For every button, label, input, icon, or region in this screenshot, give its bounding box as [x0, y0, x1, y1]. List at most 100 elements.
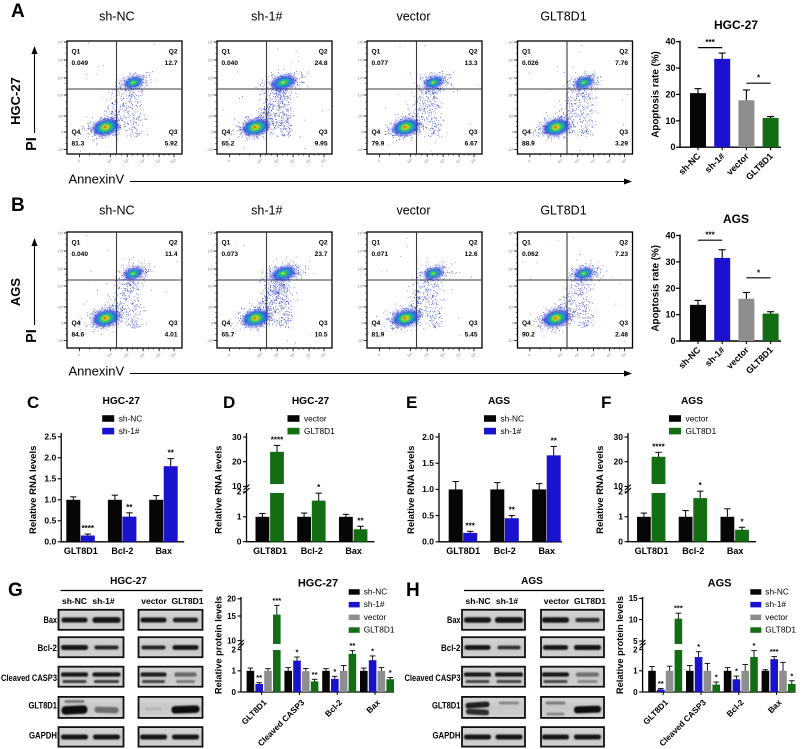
svg-text:vector: vector [141, 596, 167, 606]
svg-text:10⁷: 10⁷ [455, 158, 462, 164]
svg-text:1.0: 1.0 [44, 495, 56, 505]
svg-text:B: B [11, 195, 25, 216]
svg-text:10⁸: 10⁸ [621, 158, 628, 164]
svg-text:sh-NC: sh-NC [765, 587, 789, 597]
svg-text:2.0: 2.0 [44, 453, 56, 463]
svg-text:10⁵: 10⁵ [423, 352, 430, 358]
svg-text:9.95: 9.95 [315, 141, 328, 148]
svg-text:Q1: Q1 [222, 49, 231, 56]
svg-text:Bcl-2: Bcl-2 [111, 546, 133, 556]
svg-text:-10³: -10³ [57, 339, 64, 343]
svg-text:10⁸: 10⁸ [470, 158, 477, 164]
svg-text:84.6: 84.6 [72, 332, 85, 339]
svg-text:*: * [735, 667, 738, 676]
svg-text:Relative protein levels: Relative protein levels [615, 596, 625, 694]
svg-text:0: 0 [227, 159, 231, 163]
svg-text:HGC-27: HGC-27 [8, 77, 23, 125]
svg-text:*: * [296, 648, 299, 657]
svg-text:0.5: 0.5 [422, 510, 434, 520]
svg-text:AGS: AGS [723, 212, 749, 226]
svg-text:40: 40 [665, 37, 675, 47]
svg-text:Q1: Q1 [72, 49, 81, 56]
svg-text:10⁶: 10⁶ [590, 352, 597, 358]
svg-text:4.01: 4.01 [165, 332, 178, 339]
svg-text:HGC-27: HGC-27 [110, 576, 147, 587]
svg-text:10⁷: 10⁷ [208, 41, 214, 45]
svg-text:10⁷: 10⁷ [508, 232, 514, 236]
svg-text:Q4: Q4 [222, 129, 231, 136]
svg-text:40: 40 [665, 231, 675, 241]
svg-text:Bcl-2: Bcl-2 [494, 546, 516, 556]
svg-text:***: *** [705, 231, 715, 240]
svg-text:Bax: Bax [447, 615, 461, 625]
svg-text:2: 2 [237, 487, 242, 497]
svg-text:HGC-27: HGC-27 [714, 18, 758, 32]
svg-text:0: 0 [61, 322, 63, 326]
svg-text:*: * [699, 481, 703, 490]
svg-text:2.0: 2.0 [422, 432, 434, 442]
svg-text:Q2: Q2 [169, 49, 178, 56]
svg-text:Q3: Q3 [319, 320, 328, 327]
svg-text:-10³: -10³ [357, 148, 364, 152]
svg-text:6.67: 6.67 [465, 141, 478, 148]
svg-text:15: 15 [227, 612, 236, 621]
svg-text:*: * [317, 483, 321, 492]
svg-text:13.3: 13.3 [465, 60, 478, 67]
svg-text:Bax: Bax [538, 546, 555, 556]
svg-text:0: 0 [377, 353, 381, 357]
svg-text:10⁵: 10⁵ [574, 158, 581, 164]
svg-text:0: 0 [670, 142, 675, 152]
svg-text:****: **** [82, 524, 95, 533]
svg-text:Bcl-2: Bcl-2 [301, 546, 323, 556]
svg-text:**: ** [551, 436, 558, 445]
svg-text:10⁵: 10⁵ [58, 77, 64, 81]
svg-text:0: 0 [361, 322, 363, 326]
svg-text:10: 10 [232, 481, 242, 491]
svg-text:10⁷: 10⁷ [305, 352, 312, 358]
svg-text:GLT8D1: GLT8D1 [29, 701, 58, 711]
svg-text:Q3: Q3 [469, 129, 478, 136]
svg-text:10⁴: 10⁴ [406, 352, 413, 358]
svg-text:sh-NC: sh-NC [465, 596, 490, 606]
svg-text:HGC-27: HGC-27 [292, 396, 330, 407]
svg-text:Bax: Bax [155, 546, 172, 556]
svg-text:20: 20 [232, 457, 242, 467]
svg-text:10⁴: 10⁴ [557, 352, 564, 358]
svg-text:30: 30 [232, 432, 242, 442]
svg-text:10⁵: 10⁵ [273, 352, 280, 358]
svg-text:**: ** [509, 506, 516, 515]
svg-text:*: * [697, 642, 700, 651]
svg-text:10⁴: 10⁴ [58, 94, 64, 98]
svg-text:**: ** [357, 516, 364, 525]
svg-text:0.062: 0.062 [522, 251, 539, 258]
svg-text:sh-NC: sh-NC [119, 413, 143, 423]
svg-text:***: *** [705, 38, 715, 47]
svg-text:AnnexinV: AnnexinV [69, 172, 125, 187]
svg-text:Q2: Q2 [469, 240, 478, 247]
svg-text:10⁶: 10⁶ [358, 250, 364, 254]
svg-text:10⁴: 10⁴ [106, 352, 113, 358]
svg-text:10⁴: 10⁴ [256, 352, 263, 358]
svg-text:0.026: 0.026 [522, 60, 539, 67]
svg-text:0.071: 0.071 [372, 251, 389, 258]
svg-text:88.9: 88.9 [522, 141, 535, 148]
svg-text:12.6: 12.6 [465, 251, 478, 258]
svg-text:sh-1#: sh-1# [119, 426, 140, 436]
svg-text:30: 30 [614, 432, 624, 442]
svg-text:*: * [740, 517, 744, 526]
svg-text:7.76: 7.76 [615, 60, 628, 67]
svg-text:10⁷: 10⁷ [606, 352, 613, 358]
svg-text:10⁸: 10⁸ [170, 158, 177, 164]
svg-text:Cleaved CASP3: Cleaved CASP3 [1, 673, 57, 683]
svg-text:20: 20 [227, 595, 236, 604]
svg-text:10⁷: 10⁷ [208, 232, 214, 236]
svg-text:***: *** [272, 596, 281, 605]
svg-text:10⁵: 10⁵ [508, 268, 514, 272]
svg-text:10: 10 [227, 636, 236, 645]
svg-text:10⁴: 10⁴ [58, 285, 64, 289]
svg-text:10: 10 [665, 116, 675, 126]
svg-text:vector: vector [544, 596, 570, 606]
svg-text:**: ** [312, 670, 318, 679]
svg-text:30: 30 [665, 63, 675, 73]
svg-text:10⁵: 10⁵ [574, 352, 581, 358]
